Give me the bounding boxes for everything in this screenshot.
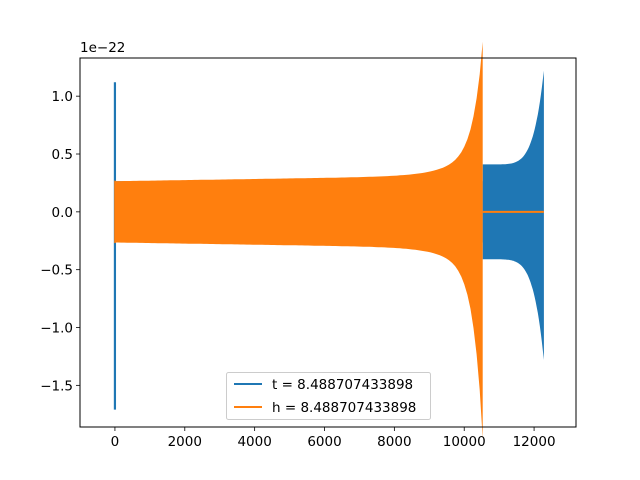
y-tick-label: 0.0 xyxy=(52,205,73,221)
legend-box xyxy=(226,372,431,420)
axes-frame xyxy=(79,57,577,428)
series-h-chirp xyxy=(114,41,483,439)
y-tick-label: 1.0 xyxy=(52,89,73,105)
x-tick-label: 2000 xyxy=(168,434,202,450)
x-tick-label: 12000 xyxy=(513,434,556,450)
legend-label-h: h = 8.488707433898 xyxy=(272,400,416,416)
x-tick-label: 10000 xyxy=(443,434,486,450)
y-offset-label: 1e−22 xyxy=(80,40,125,56)
plot-area xyxy=(113,41,544,439)
x-tick-label: 4000 xyxy=(237,434,271,450)
y-tick-label: −1.0 xyxy=(40,321,73,337)
legend: t = 8.488707433898 h = 8.488707433898 xyxy=(226,372,431,420)
y-tick-label: −0.5 xyxy=(40,263,73,279)
x-tick-label: 0 xyxy=(111,434,120,450)
x-axis: 0 2000 4000 6000 8000 10000 12000 xyxy=(111,427,556,450)
y-tick-label: 0.5 xyxy=(52,147,73,163)
series-t-chirp xyxy=(482,70,544,360)
x-tick-label: 6000 xyxy=(307,434,341,450)
x-tick-label: 8000 xyxy=(377,434,411,450)
y-axis: −1.5 −1.0 −0.5 0.0 0.5 1.0 xyxy=(40,89,80,394)
y-tick-label: −1.5 xyxy=(40,378,73,394)
legend-label-t: t = 8.488707433898 xyxy=(272,377,413,393)
